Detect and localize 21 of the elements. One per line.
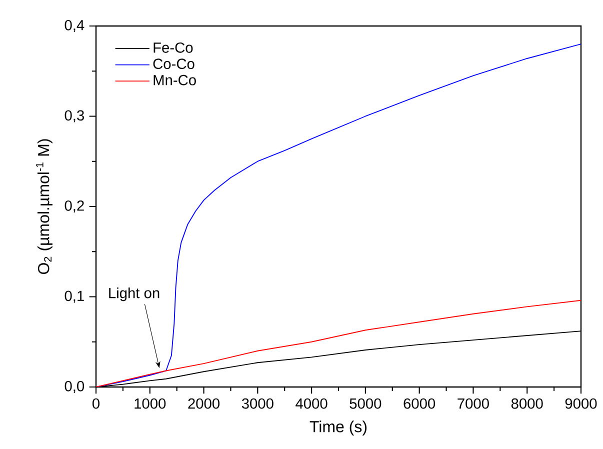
x-tick-label: 4000 [296,398,328,409]
y-tick-label: 0,0 [64,380,84,394]
legend-label: Fe-Co [154,42,193,53]
legend-label: Mn-Co [154,74,196,86]
y-tick-label: 0,3 [64,110,84,122]
x-tick-label: 9000 [565,398,597,409]
annotation: Light on [109,287,160,302]
y-tick-label: 0,1 [64,290,84,303]
x-tick-label: 8000 [511,398,543,409]
legend-label: Co-Co [153,58,194,70]
x-tick-label: 7000 [458,398,489,409]
y-tick-label: 0,4 [64,20,84,32]
x-tick-label: 2000 [188,398,220,409]
y-axis-title: O$_{2}$ (µmol.µmol$^{-1}$ M) [36,139,52,274]
x-tick-label: 1000 [134,398,166,409]
x-axis-title: Time (s) [310,420,367,436]
x-tick-label: 6000 [404,398,436,409]
x-tick-label: 5000 [350,398,382,409]
x-tick-label: 0 [92,398,100,409]
x-tick-label: 3000 [242,398,274,409]
y-tick-label: 0,2 [64,200,84,213]
